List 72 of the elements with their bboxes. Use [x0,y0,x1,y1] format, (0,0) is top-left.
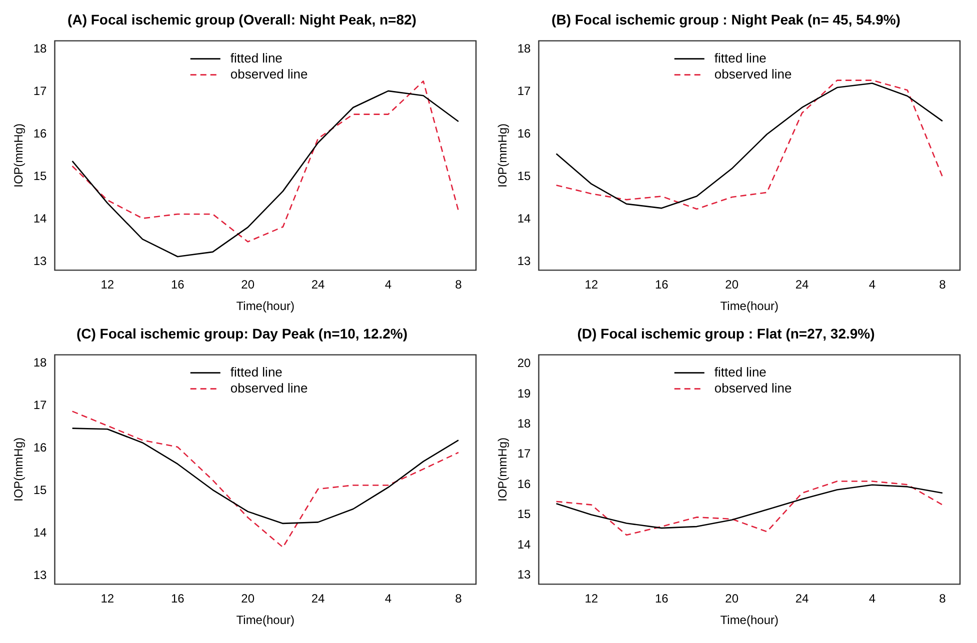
x-tick-label: 4 [868,278,876,292]
y-tick-label: 19 [517,386,532,400]
x-tick-label: 8 [455,278,462,292]
x-axis-title: Time(hour) [720,299,778,314]
y-tick-label: 17 [517,84,532,98]
x-tick-label: 4 [384,278,392,292]
x-tick-label: 16 [654,592,669,606]
x-tick-label: 12 [584,592,598,606]
legend-label: fitted line [230,364,282,380]
x-tick-label: 20 [241,592,255,606]
y-tick-label: 13 [517,567,532,582]
legend-label: fitted line [714,50,766,66]
y-tick-label: 15 [517,507,532,522]
y-axis-title: IOP(mmHg) [12,438,26,502]
y-tick-label: 18 [33,356,48,370]
x-tick-label: 16 [170,592,185,606]
x-tick-label: 8 [939,592,946,606]
y-tick-label: 16 [33,126,48,141]
x-tick-label: 8 [939,278,946,292]
x-axis-title: Time(hour) [236,613,294,628]
y-axis-title: IOP(mmHg) [496,438,510,502]
x-tick-label: 16 [170,278,185,292]
y-tick-label: 16 [517,126,532,141]
y-tick-label: 15 [33,483,48,498]
legend-label: fitted line [714,364,766,380]
x-tick-label: 24 [795,592,810,606]
y-tick-label: 20 [517,356,532,370]
x-axis-title: Time(hour) [720,613,778,628]
y-tick-label: 16 [33,440,48,455]
y-tick-label: 18 [33,42,48,56]
legend-label: observed line [714,380,792,396]
y-tick-label: 14 [517,212,532,226]
x-tick-label: 20 [725,592,739,606]
x-tick-label: 24 [795,278,810,292]
y-tick-label: 16 [517,476,532,491]
y-axis-title: IOP(mmHg) [496,124,510,188]
legend-label: observed line [230,66,308,82]
y-tick-label: 18 [517,42,532,56]
x-tick-label: 24 [311,278,326,292]
x-tick-label: 12 [100,592,114,606]
chart-title: (B) Focal ischemic group : Night Peak (n= 45, 54.9%) [552,11,900,28]
y-tick-label: 14 [33,212,48,226]
x-tick-label: 20 [725,278,739,292]
y-tick-label: 13 [517,254,532,268]
y-tick-label: 15 [33,169,48,184]
x-tick-label: 16 [654,278,669,292]
x-tick-label: 4 [868,592,876,606]
y-tick-label: 14 [517,537,532,552]
y-tick-label: 17 [33,398,48,412]
chart-title: (A) Focal ischemic group (Overall: Night Peak, n=82) [68,11,416,28]
x-axis-title: Time(hour) [236,299,294,314]
chart-title: (C) Focal ischemic group: Day Peak (n=10, 12.2%) [76,325,408,342]
y-tick-label: 14 [33,526,48,540]
y-tick-label: 17 [33,84,48,98]
x-tick-label: 4 [384,592,392,606]
x-tick-label: 12 [100,278,114,292]
line-series [556,480,944,536]
y-tick-label: 15 [517,169,532,184]
y-tick-label: 13 [33,254,48,268]
legend-label: observed line [230,380,308,396]
x-tick-label: 8 [455,592,462,606]
y-tick-label: 17 [517,446,532,461]
legend-label: fitted line [230,50,282,66]
y-axis-title: IOP(mmHg) [12,124,26,188]
legend-label: observed line [714,66,792,82]
line-series [72,410,460,548]
y-tick-label: 18 [517,416,532,431]
chart-title: (D) Focal ischemic group : Flat (n=27, 32.9%) [577,325,875,342]
x-tick-label: 20 [241,278,255,292]
y-tick-label: 13 [33,568,48,582]
x-tick-label: 12 [584,278,598,292]
x-tick-label: 24 [311,592,326,606]
